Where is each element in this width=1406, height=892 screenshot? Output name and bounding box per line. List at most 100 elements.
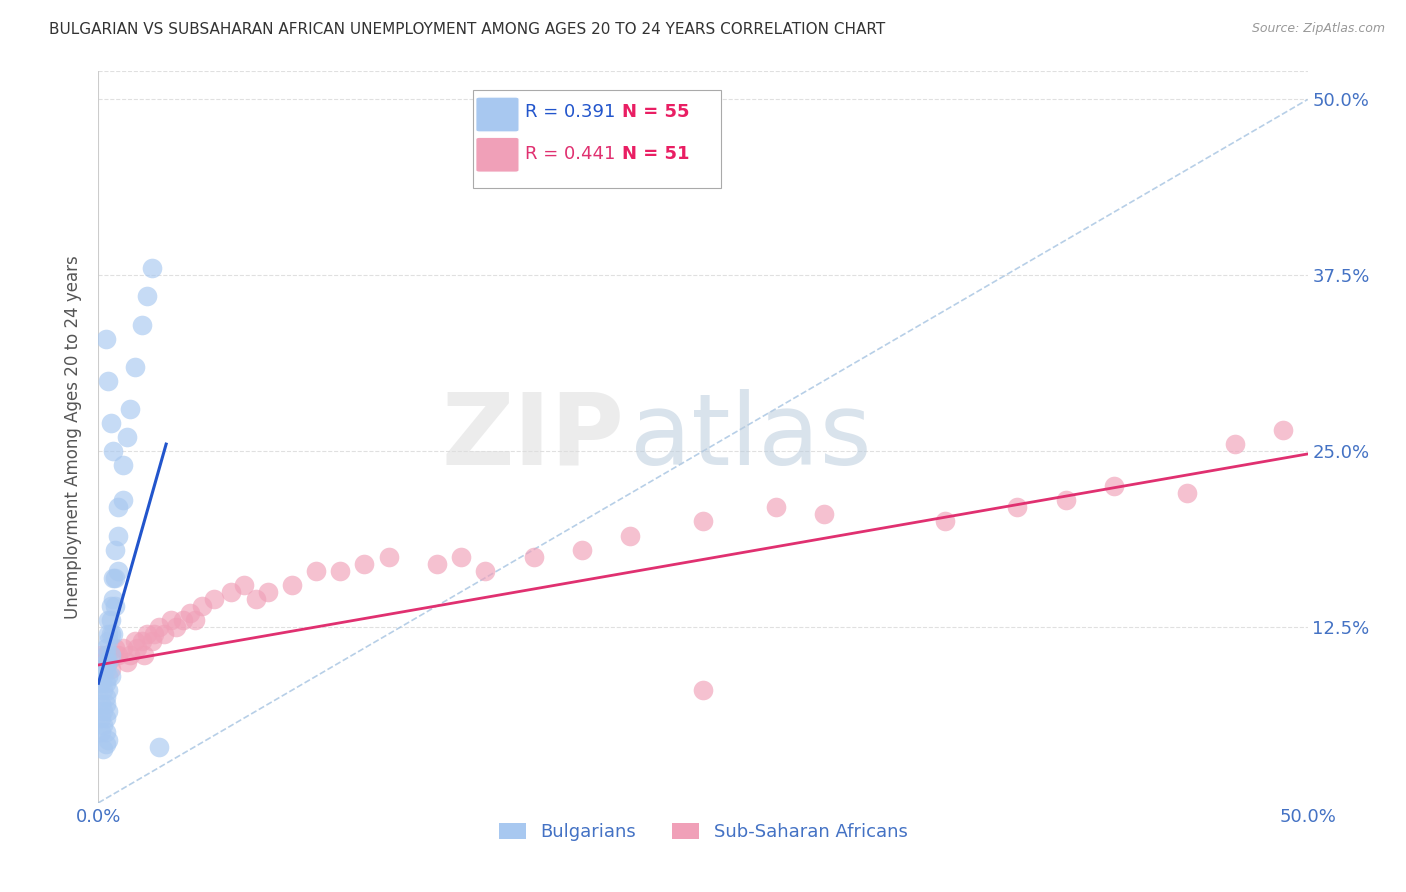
Text: BULGARIAN VS SUBSAHARAN AFRICAN UNEMPLOYMENT AMONG AGES 20 TO 24 YEARS CORRELATI: BULGARIAN VS SUBSAHARAN AFRICAN UNEMPLOY… (49, 22, 886, 37)
Point (97, 705, 120, 719)
Point (94, 332, 117, 346)
Point (135, 289, 157, 303)
Point (329, 564, 352, 578)
Point (1175, 486, 1198, 500)
Point (94, 698, 117, 712)
Y-axis label: Unemployment Among Ages 20 to 24 years: Unemployment Among Ages 20 to 24 years (65, 255, 83, 619)
Point (152, 627, 174, 641)
Point (104, 599, 127, 613)
Point (97, 374, 120, 388)
Point (118, 401, 141, 416)
Point (94, 737, 117, 751)
FancyBboxPatch shape (475, 97, 519, 132)
Point (813, 508, 835, 522)
Point (134, 648, 156, 662)
Point (305, 564, 328, 578)
Point (1223, 437, 1246, 451)
Text: Source: ZipAtlas.com: Source: ZipAtlas.com (1251, 22, 1385, 36)
Point (165, 620, 187, 634)
Point (97, 634, 120, 648)
Point (91, 669, 114, 683)
Point (104, 542, 127, 557)
Point (160, 613, 183, 627)
Text: ZIP: ZIP (441, 389, 624, 485)
Point (100, 648, 122, 662)
Point (100, 416, 122, 430)
Point (107, 564, 129, 578)
Point (131, 634, 153, 648)
Point (94, 676, 117, 690)
Point (90, 711, 112, 725)
Point (118, 648, 141, 662)
Point (94, 641, 117, 656)
Point (104, 641, 127, 656)
Point (426, 557, 449, 571)
Point (100, 662, 122, 676)
Point (100, 669, 122, 683)
Point (124, 634, 146, 648)
Point (91, 718, 114, 732)
Point (692, 515, 714, 529)
Point (765, 500, 787, 515)
FancyBboxPatch shape (475, 137, 519, 172)
Point (619, 528, 641, 542)
Text: R = 0.441: R = 0.441 (526, 145, 616, 163)
Point (94, 725, 117, 739)
Point (281, 578, 304, 592)
Point (124, 359, 146, 374)
Point (245, 591, 267, 606)
Point (101, 627, 124, 641)
Point (94, 662, 117, 676)
Point (204, 591, 226, 606)
Point (1054, 493, 1077, 508)
Point (1272, 423, 1295, 437)
Point (97, 669, 120, 683)
Point (117, 430, 139, 444)
Point (100, 627, 122, 641)
Point (571, 542, 593, 557)
Point (90, 698, 112, 712)
Point (90, 676, 112, 690)
Point (94, 711, 117, 725)
Point (179, 606, 201, 620)
Point (148, 739, 170, 754)
Point (172, 613, 194, 627)
Text: atlas: atlas (630, 389, 872, 485)
Point (91, 742, 114, 756)
Point (97, 683, 120, 698)
Point (256, 584, 278, 599)
Point (91, 705, 114, 719)
Text: N = 55: N = 55 (621, 103, 689, 120)
Point (107, 648, 129, 662)
Point (1007, 500, 1029, 515)
Point (101, 571, 124, 585)
Point (232, 578, 254, 592)
Point (94, 648, 117, 662)
Point (523, 549, 546, 564)
Point (111, 493, 134, 508)
Point (101, 591, 124, 606)
Point (104, 571, 127, 585)
Point (97, 613, 120, 627)
Point (97, 627, 120, 641)
Point (1102, 479, 1125, 493)
Point (107, 528, 129, 542)
Point (191, 599, 214, 613)
Point (692, 683, 714, 698)
Point (111, 458, 134, 473)
Point (450, 549, 472, 564)
Point (90, 648, 112, 662)
Text: R = 0.391: R = 0.391 (526, 103, 616, 120)
Point (94, 655, 117, 669)
Point (94, 648, 117, 662)
Point (353, 557, 375, 571)
Point (377, 549, 399, 564)
Point (148, 620, 170, 634)
Point (131, 318, 153, 332)
Point (97, 655, 120, 669)
Point (127, 641, 149, 656)
Point (100, 599, 122, 613)
Point (141, 261, 163, 276)
Point (91, 683, 114, 698)
Point (97, 732, 120, 747)
